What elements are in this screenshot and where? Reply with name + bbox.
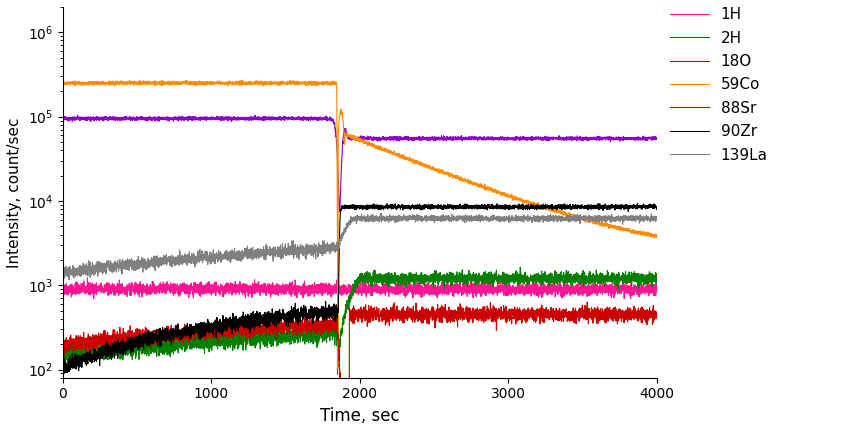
- 1H: [285, 280, 295, 285]
- 2H: [515, 264, 525, 270]
- 2H: [546, 276, 557, 281]
- 139La: [445, 216, 455, 221]
- 88Sr: [444, 315, 454, 321]
- 139La: [501, 216, 511, 221]
- 139La: [376, 210, 386, 216]
- 139La: [64, 277, 74, 282]
- 59Co: [414, 159, 424, 164]
- 88Sr: [414, 313, 424, 318]
- 18O: [250, 113, 260, 118]
- 2H: [57, 354, 67, 359]
- 2H: [285, 342, 295, 347]
- 90Zr: [652, 204, 662, 210]
- 18O: [57, 116, 67, 121]
- 1H: [501, 292, 511, 298]
- Line: 88Sr: 88Sr: [62, 302, 657, 401]
- 2H: [444, 278, 454, 283]
- 59Co: [546, 207, 557, 213]
- 2H: [652, 281, 662, 286]
- 88Sr: [652, 316, 662, 321]
- 90Zr: [444, 202, 454, 207]
- Legend: 1H, 2H, 18O, 59Co, 88Sr, 90Zr, 139La: 1H, 2H, 18O, 59Co, 88Sr, 90Zr, 139La: [670, 7, 768, 162]
- 90Zr: [166, 330, 176, 335]
- 1H: [445, 283, 455, 289]
- 59Co: [445, 172, 455, 177]
- 88Sr: [582, 299, 592, 305]
- 18O: [285, 116, 295, 121]
- 90Zr: [57, 363, 67, 368]
- 88Sr: [165, 334, 175, 340]
- Line: 139La: 139La: [62, 213, 657, 280]
- 90Zr: [501, 205, 511, 210]
- 139La: [166, 260, 176, 265]
- 59Co: [135, 78, 145, 83]
- 1H: [652, 289, 662, 294]
- 59Co: [57, 80, 67, 86]
- 139La: [652, 216, 662, 221]
- 2H: [165, 334, 175, 339]
- 1H: [402, 275, 412, 280]
- 18O: [546, 136, 557, 141]
- 18O: [165, 116, 175, 121]
- 139La: [414, 215, 424, 220]
- 18O: [445, 136, 455, 141]
- 18O: [501, 136, 511, 141]
- 18O: [652, 136, 662, 141]
- 59Co: [285, 82, 295, 87]
- 2H: [501, 279, 511, 284]
- 1H: [546, 282, 557, 287]
- Line: 90Zr: 90Zr: [62, 203, 657, 376]
- Line: 2H: 2H: [62, 267, 657, 374]
- 88Sr: [285, 321, 295, 327]
- 90Zr: [58, 374, 68, 379]
- 1H: [414, 292, 424, 297]
- 88Sr: [57, 349, 67, 354]
- 59Co: [166, 82, 176, 87]
- Line: 59Co: 59Co: [62, 80, 657, 368]
- X-axis label: Time, sec: Time, sec: [320, 407, 399, 425]
- Y-axis label: Intensity, count/sec: Intensity, count/sec: [7, 117, 22, 267]
- 2H: [414, 273, 424, 278]
- 90Zr: [414, 204, 424, 210]
- 88Sr: [344, 399, 354, 404]
- 59Co: [333, 365, 344, 371]
- 59Co: [501, 192, 511, 197]
- 139La: [546, 214, 557, 219]
- 1H: [166, 280, 176, 286]
- 139La: [57, 270, 67, 275]
- 2H: [333, 372, 343, 377]
- 59Co: [652, 234, 662, 239]
- 90Zr: [546, 203, 557, 209]
- 88Sr: [501, 314, 511, 319]
- 18O: [335, 209, 345, 214]
- 1H: [57, 285, 67, 290]
- 139La: [285, 244, 295, 249]
- 90Zr: [285, 315, 295, 321]
- 88Sr: [546, 311, 557, 316]
- Line: 18O: 18O: [62, 115, 657, 212]
- 90Zr: [632, 201, 642, 206]
- Line: 1H: 1H: [62, 278, 657, 299]
- 18O: [414, 134, 424, 139]
- 1H: [88, 296, 99, 301]
